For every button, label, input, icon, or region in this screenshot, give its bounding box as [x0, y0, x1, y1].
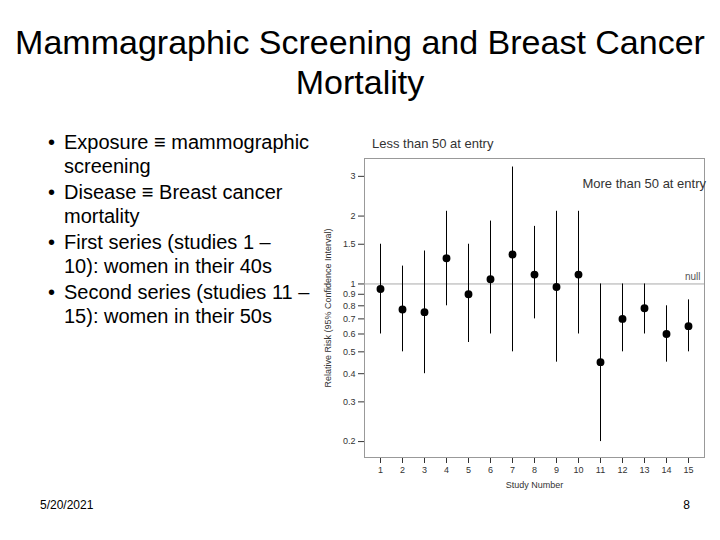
svg-text:4: 4 [444, 465, 449, 475]
svg-text:Study Number: Study Number [506, 480, 564, 490]
svg-text:5: 5 [466, 465, 471, 475]
svg-text:7: 7 [510, 465, 515, 475]
svg-text:10: 10 [573, 465, 583, 475]
svg-text:1.5: 1.5 [343, 239, 356, 249]
svg-text:0.2: 0.2 [343, 436, 356, 446]
svg-text:0.3: 0.3 [343, 397, 356, 407]
svg-text:1: 1 [378, 465, 383, 475]
html-text:Mammagraphic Screening and Bre: Mammagraphic Screening and Breast Cancer… [15, 23, 705, 101]
svg-text:Relative Risk (95% Confidence: Relative Risk (95% Confidence Interval) [323, 228, 333, 387]
svg-text:9: 9 [554, 465, 559, 475]
svg-text:0.4: 0.4 [343, 369, 356, 379]
svg-text:6: 6 [488, 465, 493, 475]
svg-text:1: 1 [350, 279, 355, 289]
svg-text:2: 2 [350, 211, 355, 221]
svg-text:0.8: 0.8 [343, 301, 356, 311]
svg-text:3: 3 [422, 465, 427, 475]
svg-text:3: 3 [350, 171, 355, 181]
svg-text:14: 14 [661, 465, 671, 475]
svg-text:8: 8 [532, 465, 537, 475]
svg-text:2: 2 [400, 465, 405, 475]
html-text:Second series (studies 11 – 15: Second series (studies 11 – 15): women i… [64, 281, 310, 327]
svg-text:15: 15 [683, 465, 693, 475]
html-text:First series (studies 1 – 10):: First series (studies 1 – 10): women in … [64, 231, 272, 277]
svg-text:13: 13 [639, 465, 649, 475]
svg-text:0.7: 0.7 [343, 314, 356, 324]
html-text:Less than 50 at entry: Less than 50 at entry [372, 136, 494, 151]
html-text:5/20/2021: 5/20/2021 [40, 498, 94, 512]
svg-text:0.6: 0.6 [343, 329, 356, 339]
svg-text:12: 12 [617, 465, 627, 475]
html-text:More than 50 at entry: More than 50 at entry [582, 176, 706, 191]
svg-text:null: null [685, 271, 701, 282]
svg-text:11: 11 [596, 465, 605, 475]
html-text:Exposure ≡ mammographic screen: Exposure ≡ mammographic screening [64, 131, 310, 177]
svg-text:0.9: 0.9 [343, 289, 356, 299]
html-text:8: 8 [683, 498, 690, 512]
svg-text:0.5: 0.5 [343, 347, 356, 357]
html-text:Disease ≡ Breast cancer mortal: Disease ≡ Breast cancer mortality [64, 181, 283, 227]
